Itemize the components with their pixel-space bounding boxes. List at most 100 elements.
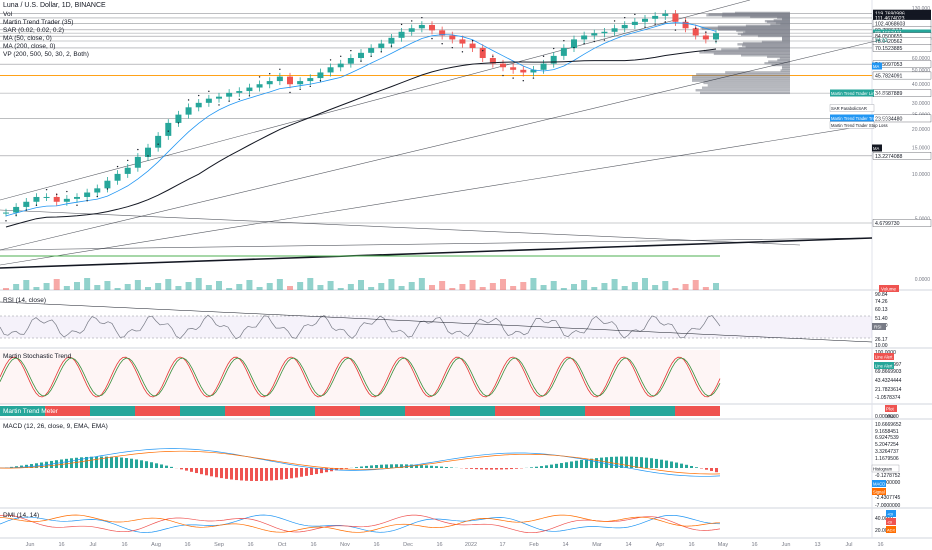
trend-meter-cell xyxy=(535,406,540,416)
candle xyxy=(560,48,567,56)
volume-profile-bar xyxy=(738,47,790,50)
trend-meter-cell xyxy=(350,406,355,416)
trend-meter-cell xyxy=(390,406,395,416)
price-level-box xyxy=(872,219,932,227)
macd-bar xyxy=(715,468,718,473)
volume-profile-bar xyxy=(734,11,790,15)
macd-bar xyxy=(195,468,198,474)
macd-bar xyxy=(60,459,63,468)
sar-dot xyxy=(5,220,7,222)
macd-bar xyxy=(110,456,113,468)
candle xyxy=(43,196,50,198)
trend-meter-cell xyxy=(30,406,35,416)
time-axis-label: 16 xyxy=(436,542,442,548)
dmi-tick-label: 40.0000 xyxy=(875,516,893,522)
sar-dot xyxy=(147,155,149,157)
macd-bar xyxy=(300,468,303,477)
candle xyxy=(591,33,598,36)
volume-profile-bar xyxy=(700,91,790,95)
stoch-tick-label: 69.8669903 xyxy=(875,369,902,375)
trend-meter-cell xyxy=(225,406,230,416)
macd-bar xyxy=(370,465,373,468)
dmi-pane-label: DMI (14, 14) xyxy=(3,512,40,519)
time-axis-label: Jun xyxy=(782,542,791,548)
trend-meter-cell xyxy=(115,406,120,416)
trend-meter-cell xyxy=(490,406,495,416)
macd-tick-label: 1.1679506 xyxy=(875,456,899,462)
macd-bar xyxy=(290,468,293,479)
signal-line xyxy=(0,450,721,475)
time-axis-label: 16 xyxy=(247,542,253,548)
stoch-tick-label: 43.4324444 xyxy=(875,378,902,384)
sar-dot xyxy=(299,88,301,91)
macd-bar xyxy=(345,468,348,469)
macd-bar xyxy=(90,456,93,468)
sar-dot xyxy=(532,77,535,79)
sar-dot xyxy=(441,43,443,45)
sar-dot xyxy=(624,16,626,19)
volume-bar xyxy=(621,286,628,290)
candle xyxy=(469,43,476,49)
sar-dot xyxy=(177,122,180,124)
macd-bar xyxy=(545,465,548,468)
volume-profile-bar xyxy=(782,65,790,68)
macd-bar xyxy=(530,467,533,468)
time-axis-label: Nov xyxy=(340,542,350,548)
trend-meter-cell xyxy=(620,406,625,416)
volume-bar xyxy=(358,280,364,290)
macd-tag-box xyxy=(872,488,886,495)
price-level-label: 34.8687889 xyxy=(875,91,903,97)
sar-dot xyxy=(258,76,261,78)
rsi-pane-label: RSI (14, close) xyxy=(3,297,46,304)
price-tick-label: 30.0000 xyxy=(912,101,930,107)
volume-bar xyxy=(124,284,131,290)
macd-bar xyxy=(130,458,133,468)
sar-dot xyxy=(127,159,129,162)
trend-meter-cell xyxy=(460,406,465,416)
sar-dot xyxy=(431,37,433,40)
sar-dot xyxy=(492,55,494,58)
volume-profile-bar xyxy=(692,75,790,78)
macd-bar xyxy=(580,459,583,468)
candle xyxy=(358,52,364,59)
macd-bar xyxy=(655,458,658,468)
macd-tick-label: 5.2047254 xyxy=(875,442,899,448)
trend-meter-cell xyxy=(160,406,165,416)
macd-bar xyxy=(425,465,428,468)
macd-bar xyxy=(115,457,118,468)
rsi-tick-label: 90.84 xyxy=(875,292,888,298)
macd-bar xyxy=(25,464,28,468)
sar-dot xyxy=(228,100,230,102)
candle xyxy=(489,58,496,64)
rsi-tag-label: RSI xyxy=(874,325,882,330)
candle xyxy=(550,55,557,64)
trend-meter-cell xyxy=(375,406,380,416)
volume-bar xyxy=(408,282,415,290)
macd-bar xyxy=(200,468,203,475)
macd-bar xyxy=(135,459,138,468)
trend-meter-cell xyxy=(435,406,440,416)
volume-bar xyxy=(266,283,273,290)
macd-bar xyxy=(185,468,188,471)
macd-bar xyxy=(495,468,498,470)
volume-bar xyxy=(692,280,699,290)
macd-bar xyxy=(485,468,488,470)
volume-bar xyxy=(510,286,517,290)
volume-profile-bar xyxy=(768,60,790,63)
volume-bar xyxy=(145,287,151,290)
trend-meter-cell xyxy=(50,406,55,416)
trend-meter-cell xyxy=(695,406,700,416)
price-tick-label: 130.000 xyxy=(912,6,930,12)
volume-bar xyxy=(378,283,385,290)
macd-bar xyxy=(245,468,248,481)
macd-bar xyxy=(125,458,128,468)
macd-bar xyxy=(590,458,593,468)
macd-bar xyxy=(390,464,393,468)
time-axis-label: 16 xyxy=(184,542,190,548)
candle xyxy=(368,48,375,53)
macd-bar xyxy=(270,468,273,481)
candle xyxy=(611,28,618,32)
trend-meter-tick-label: 0.0000000 xyxy=(875,414,899,420)
price-level-label: 13.2274088 xyxy=(875,154,903,160)
